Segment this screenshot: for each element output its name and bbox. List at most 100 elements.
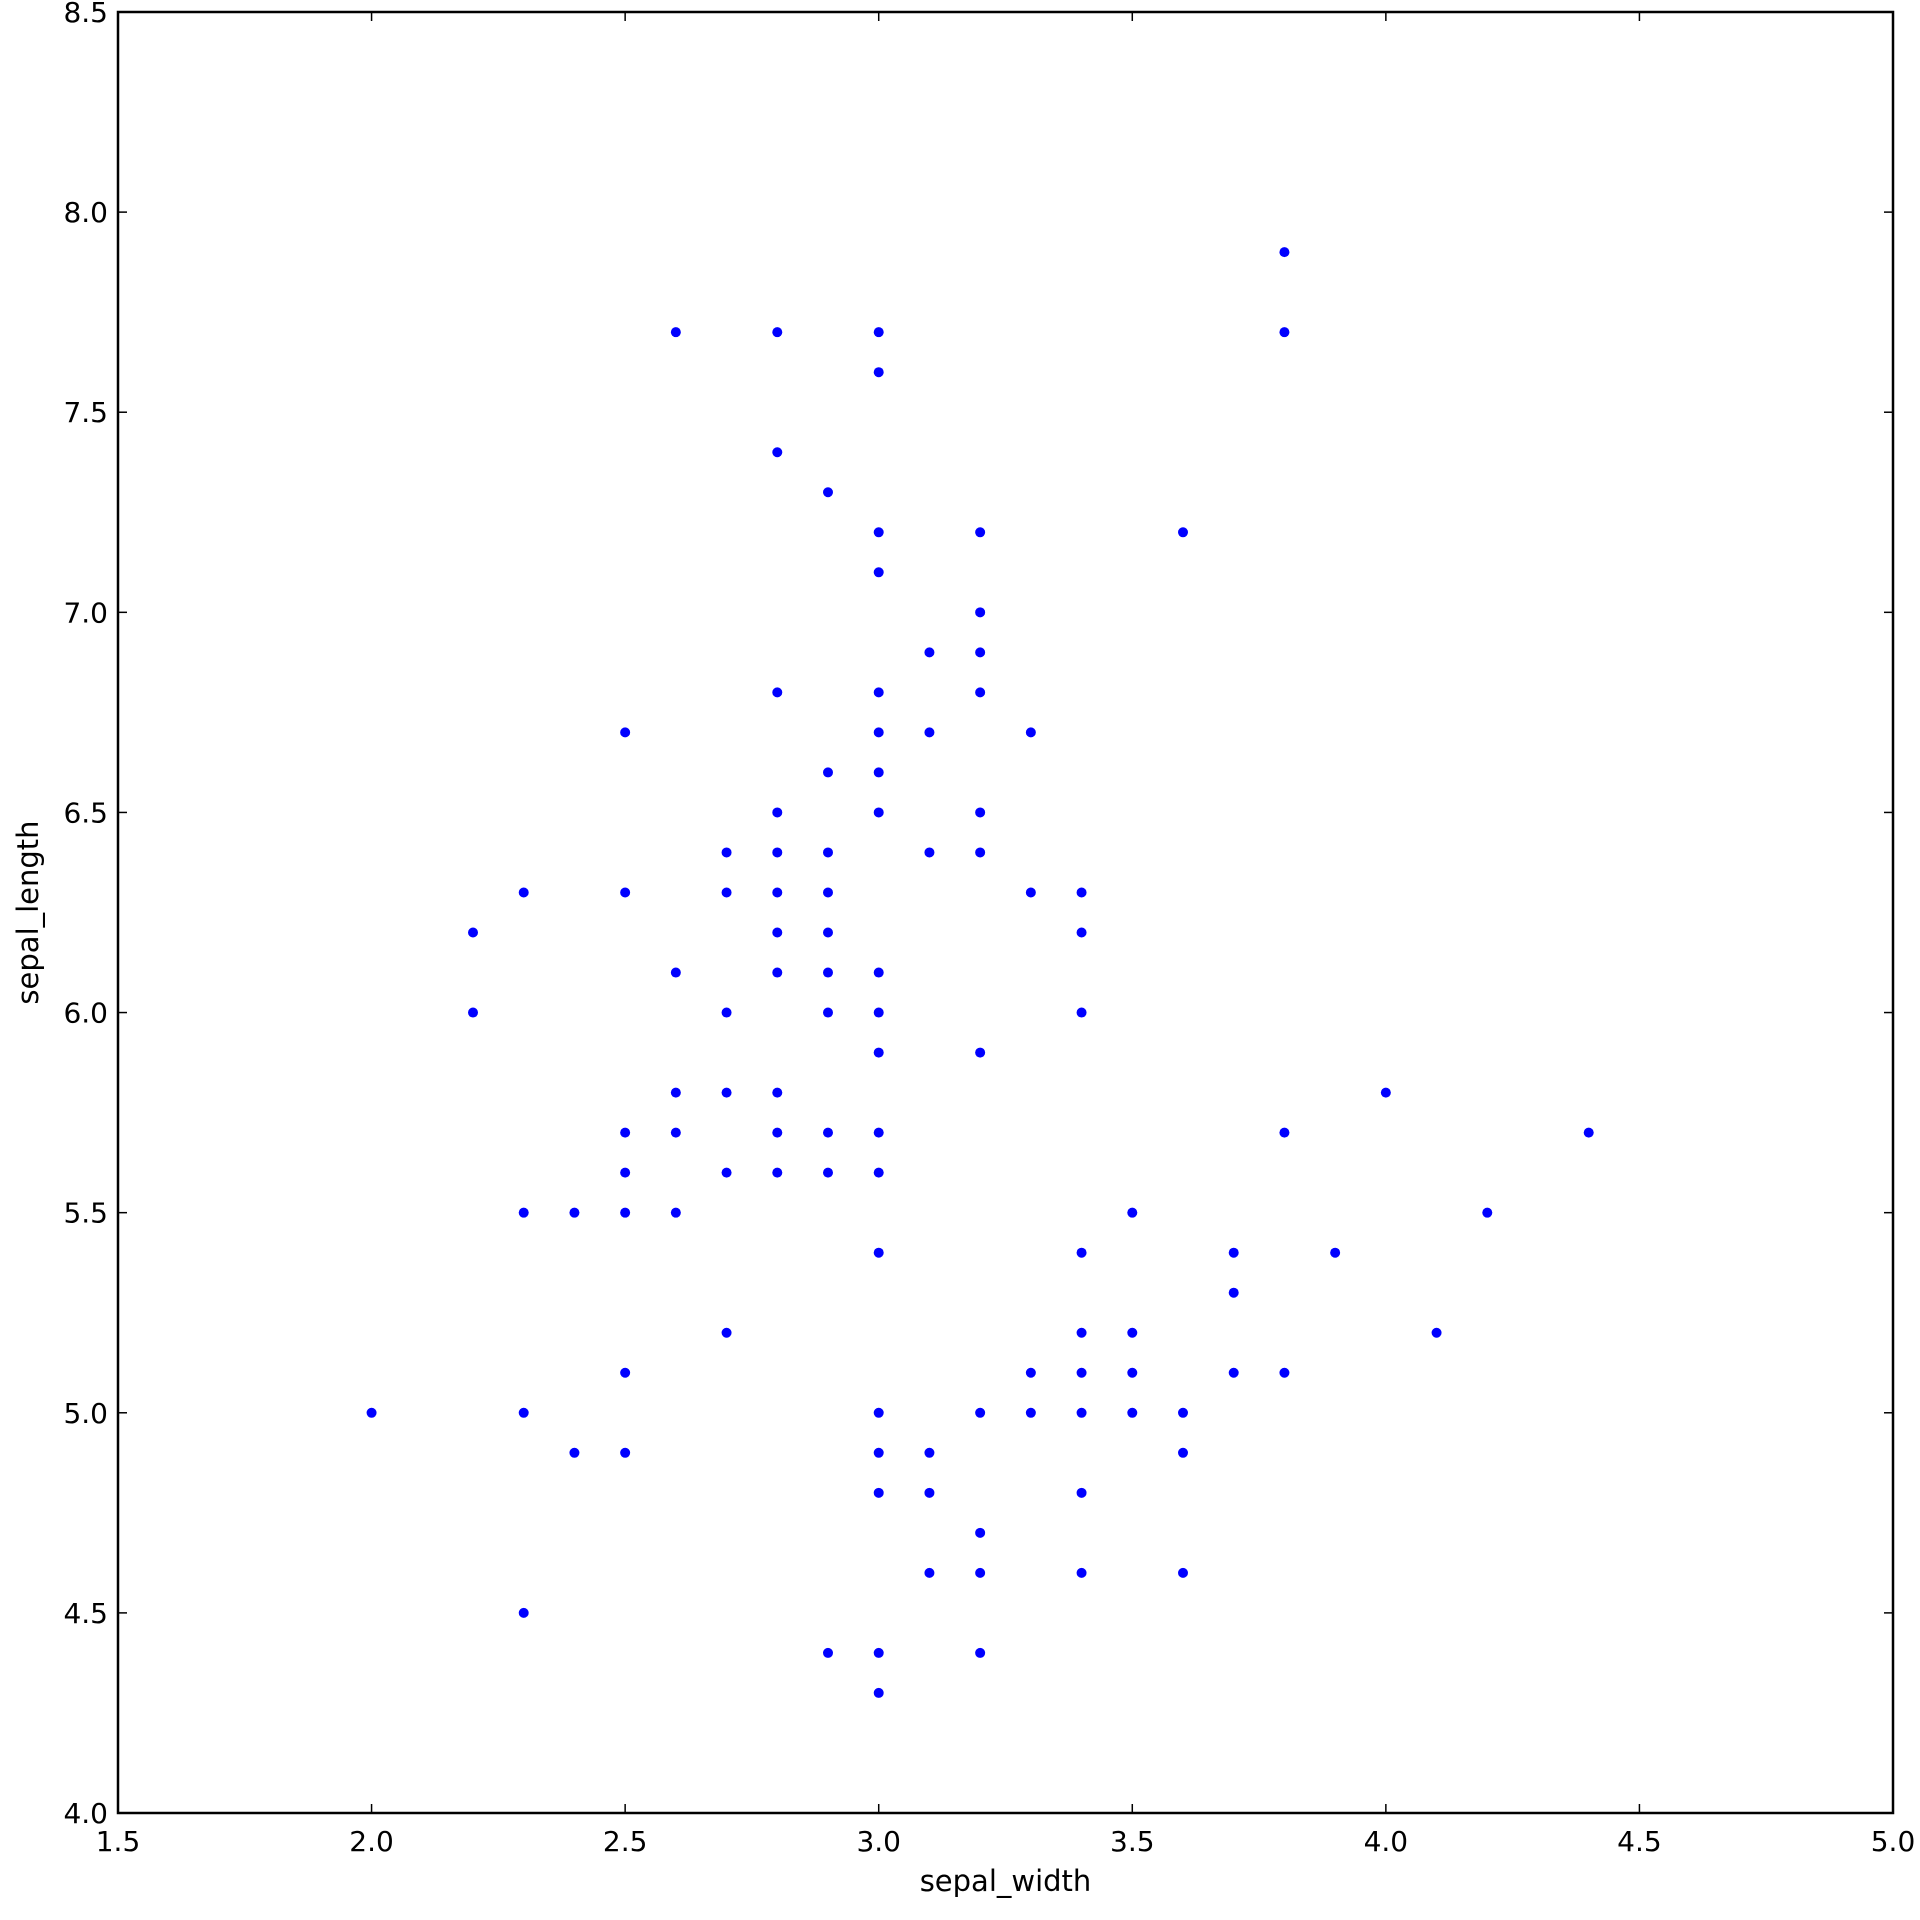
data-point <box>924 1567 935 1578</box>
data-point <box>1178 1447 1188 1458</box>
data-point <box>1025 887 1036 898</box>
data-point <box>1228 1287 1239 1298</box>
data-point <box>1178 1567 1188 1578</box>
data-point <box>620 1367 631 1378</box>
data-point <box>670 1207 681 1218</box>
data-point <box>1482 1207 1493 1218</box>
data-point <box>873 1127 884 1138</box>
data-point <box>975 607 986 618</box>
data-point <box>823 487 833 498</box>
data-point <box>721 1087 732 1098</box>
y-tick-label: 7.0 <box>63 596 108 629</box>
data-point <box>924 1487 935 1498</box>
data-point <box>873 1647 884 1658</box>
y-tick-label: 4.0 <box>63 1797 108 1830</box>
x-tick-label: 2.5 <box>603 1825 648 1858</box>
data-point <box>924 1447 935 1458</box>
data-point <box>924 647 935 658</box>
data-point <box>620 1447 631 1458</box>
data-point <box>1279 1127 1290 1138</box>
data-point <box>823 1127 833 1138</box>
data-points <box>366 247 1594 1698</box>
data-point <box>873 967 884 978</box>
y-tick-label: 4.5 <box>63 1597 108 1630</box>
data-point <box>1330 1247 1341 1258</box>
data-point <box>721 887 732 898</box>
data-point <box>873 687 884 698</box>
data-point <box>873 1447 884 1458</box>
data-point <box>1178 527 1188 538</box>
data-point <box>468 927 478 938</box>
data-point <box>975 807 986 818</box>
data-point <box>772 447 783 458</box>
data-point <box>1127 1207 1138 1218</box>
data-point <box>1076 1327 1087 1338</box>
data-point <box>975 1047 986 1058</box>
data-point <box>1279 1367 1290 1378</box>
x-tick-label: 4.5 <box>1617 1825 1662 1858</box>
y-axis-label: sepal_length <box>11 820 45 1004</box>
data-point <box>975 1647 986 1658</box>
data-point <box>1076 1367 1087 1378</box>
data-point <box>975 1407 986 1418</box>
y-tick-label: 7.5 <box>63 396 108 429</box>
y-tick-label: 5.5 <box>63 1197 108 1230</box>
data-point <box>1076 1007 1087 1018</box>
data-point <box>620 887 631 898</box>
x-tick-label: 4.0 <box>1364 1825 1409 1858</box>
data-point <box>772 1127 783 1138</box>
data-point <box>823 887 833 898</box>
x-tick-label: 1.5 <box>96 1825 141 1858</box>
data-point <box>620 1127 631 1138</box>
data-point <box>1076 887 1087 898</box>
data-point <box>924 727 935 738</box>
data-point <box>772 1087 783 1098</box>
data-point <box>1076 1487 1087 1498</box>
data-point <box>772 847 783 858</box>
data-point <box>721 1007 732 1018</box>
data-point <box>721 1167 732 1178</box>
data-point <box>823 1167 833 1178</box>
data-point <box>873 567 884 578</box>
data-point <box>873 1687 884 1698</box>
data-point <box>873 1487 884 1498</box>
data-point <box>975 847 986 858</box>
data-point <box>873 727 884 738</box>
data-point <box>1076 927 1087 938</box>
data-point <box>823 967 833 978</box>
data-point <box>772 927 783 938</box>
data-point <box>873 527 884 538</box>
data-point <box>873 1247 884 1258</box>
y-tick-labels: 4.0 4.5 5.0 5.5 6.0 6.5 7.0 7.5 8.0 8.5 <box>63 0 108 1830</box>
data-point <box>823 1647 833 1658</box>
data-point <box>975 527 986 538</box>
data-point <box>873 807 884 818</box>
data-point <box>873 1167 884 1178</box>
data-point <box>518 887 529 898</box>
data-point <box>1025 1407 1036 1418</box>
data-point <box>873 367 884 378</box>
y-tick-label: 6.5 <box>63 796 108 829</box>
data-point <box>1431 1327 1442 1338</box>
x-tick-label: 3.0 <box>856 1825 901 1858</box>
data-point <box>1127 1327 1138 1338</box>
data-point <box>873 1047 884 1058</box>
data-point <box>1076 1247 1087 1258</box>
x-tick-label: 2.0 <box>349 1825 394 1858</box>
data-point <box>468 1007 478 1018</box>
data-point <box>1127 1407 1138 1418</box>
data-point <box>620 727 631 738</box>
x-tick-label: 3.5 <box>1110 1825 1155 1858</box>
y-tick-label: 8.5 <box>63 0 108 29</box>
data-point <box>975 1527 986 1538</box>
data-point <box>1228 1367 1239 1378</box>
data-point <box>975 647 986 658</box>
data-point <box>924 847 935 858</box>
data-point <box>823 927 833 938</box>
data-point <box>1380 1087 1391 1098</box>
data-point <box>772 1167 783 1178</box>
data-point <box>569 1447 580 1458</box>
data-point <box>620 1167 631 1178</box>
data-point <box>670 967 681 978</box>
data-point <box>1279 327 1290 338</box>
